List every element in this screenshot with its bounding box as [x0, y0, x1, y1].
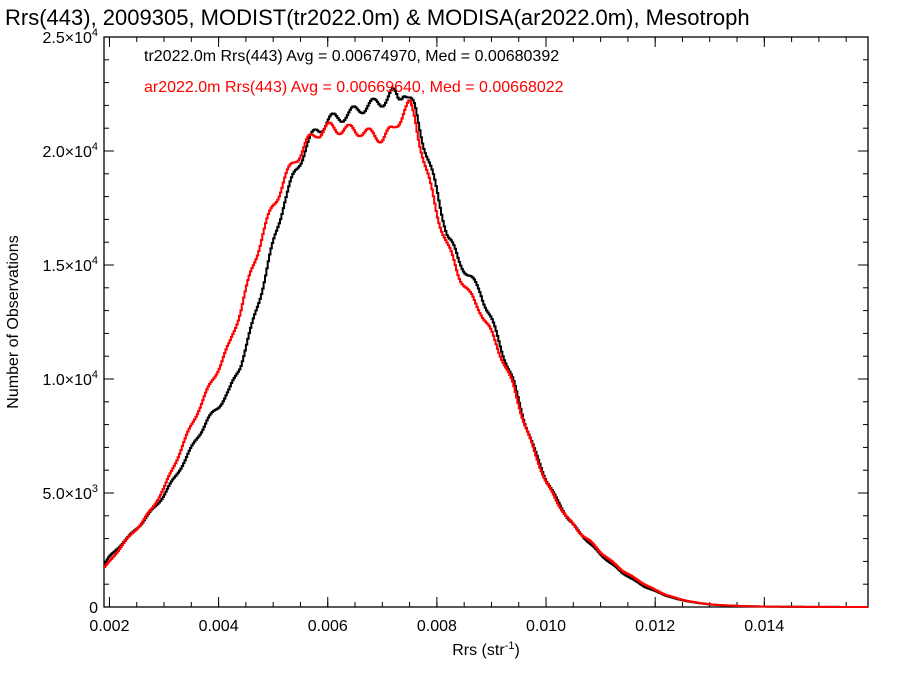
- y-axis-label: Number of Observations: [5, 235, 22, 408]
- x-axis-label-superscript: -1: [505, 640, 515, 652]
- series-layer: [104, 87, 868, 608]
- x-tick-label: 0.012: [635, 618, 675, 635]
- series-line-2: [104, 99, 868, 608]
- chart-title: Rrs(443), 2009305, MODIST(tr2022.0m) & M…: [5, 5, 750, 30]
- x-tick-label: 0.002: [89, 618, 129, 635]
- x-axis-label: Rrs (str-1): [452, 640, 520, 659]
- annotation-series-2: ar2022.0m Rrs(443) Avg = 0.00669640, Med…: [144, 79, 564, 96]
- y-tick-label: 1.0×104: [42, 369, 98, 389]
- y-tick-label: 0: [89, 600, 98, 617]
- x-tick-label: 0.004: [199, 618, 239, 635]
- x-axis-ticks: 0.002 0.004 0.006 0.008 0.010 0.012 0.014: [89, 37, 847, 635]
- x-tick-label: 0.008: [417, 618, 457, 635]
- series-line-1: [104, 87, 868, 608]
- y-tick-label: 1.5×104: [42, 255, 98, 275]
- x-tick-label: 0.006: [308, 618, 348, 635]
- y-tick-label: 2.0×104: [42, 141, 98, 161]
- x-axis-label-close: ): [514, 642, 519, 659]
- x-tick-label: 0.010: [526, 618, 566, 635]
- annotation-series-1: tr2022.0m Rrs(443) Avg = 0.00674970, Med…: [144, 48, 559, 65]
- plot-frame: [103, 36, 869, 608]
- y-tick-label: 5.0×103: [42, 483, 98, 503]
- y-axis-ticks: 0 5.0×103 1.0×104 1.5×104 2.0×104 2.5×104: [42, 27, 868, 617]
- x-axis-label-main: Rrs (str: [452, 642, 505, 659]
- x-tick-label: 0.014: [744, 618, 784, 635]
- y-tick-label: 2.5×104: [42, 27, 98, 47]
